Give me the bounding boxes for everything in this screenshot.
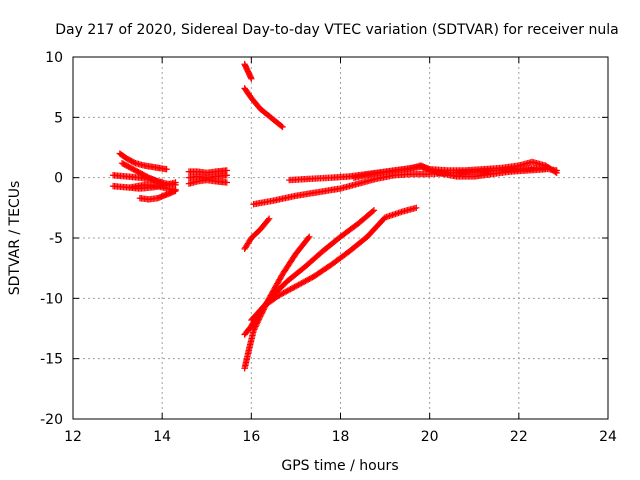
x-axis-label: GPS time / hours [281, 458, 398, 474]
series-arc-12 [241, 215, 273, 253]
series-arc-3 [116, 150, 170, 173]
data-marks [109, 61, 560, 372]
grid [73, 57, 608, 419]
y-tick-label: -5 [49, 231, 63, 247]
data-point [552, 168, 559, 176]
data-point [300, 278, 308, 286]
series-arc-7 [185, 167, 231, 177]
series-arc-18 [248, 204, 420, 324]
data-point [287, 286, 294, 293]
data-point [279, 123, 286, 131]
data-point [281, 289, 289, 296]
data-point [299, 279, 306, 286]
data-point [223, 179, 231, 186]
x-tick-label: 24 [599, 429, 617, 445]
data-point [285, 286, 293, 294]
series-arc-9 [185, 172, 231, 181]
data-point [283, 288, 290, 295]
data-point [305, 276, 312, 283]
data-point [278, 122, 285, 130]
y-tick-label: 0 [54, 171, 63, 187]
y-tick-label: -10 [40, 291, 63, 307]
chart-title: Day 217 of 2020, Sidereal Day-to-day VTE… [55, 22, 618, 38]
data-point [553, 169, 560, 177]
series-arc-15 [350, 158, 560, 181]
y-tick-label: -20 [40, 412, 63, 428]
data-point [289, 284, 297, 291]
data-point [306, 275, 313, 283]
y-tick-label: 10 [45, 50, 63, 66]
data-point [295, 281, 302, 288]
data-point [251, 324, 259, 332]
data-point [284, 287, 291, 294]
series-arc-10 [241, 61, 255, 82]
data-point [280, 289, 287, 297]
y-axis-label: SDTVAR / TECUs [7, 181, 23, 296]
data-point [278, 290, 286, 297]
data-point [413, 204, 420, 212]
x-tick-label: 16 [242, 429, 260, 445]
series-arc-11 [241, 85, 286, 131]
data-point [291, 283, 298, 291]
data-point [302, 277, 309, 285]
ticks: 12 14 16 18 20 22 24 -20 -15 -10 -5 0 5 10 [40, 50, 617, 445]
data-point [277, 291, 285, 298]
series-arc-16 [241, 233, 313, 372]
data-point [274, 292, 282, 300]
data-point [172, 186, 179, 193]
data-point [307, 274, 315, 282]
data-point [276, 291, 283, 299]
data-point [298, 280, 305, 287]
x-tick-label: 20 [421, 429, 439, 445]
data-point [248, 75, 255, 82]
x-tick-label: 22 [510, 429, 528, 445]
data-point [163, 166, 170, 173]
y-tick-label: 5 [54, 110, 63, 126]
data-point [306, 233, 313, 240]
series-arc-6 [127, 181, 179, 193]
data-point [223, 172, 231, 179]
y-tick-label: -15 [40, 352, 63, 368]
data-point [296, 280, 304, 288]
data-point [292, 283, 300, 290]
x-tick-label: 14 [153, 429, 171, 445]
data-point [294, 282, 301, 289]
data-point [250, 327, 257, 335]
x-tick-label: 12 [64, 429, 82, 445]
data-point [264, 216, 272, 224]
data-point [251, 326, 258, 333]
data-point [370, 207, 378, 214]
data-point [288, 285, 296, 292]
data-point [369, 208, 376, 215]
data-point [265, 215, 273, 222]
data-point [303, 277, 311, 284]
data-point [130, 159, 138, 166]
data-point [305, 234, 312, 242]
x-tick-label: 18 [332, 429, 350, 445]
